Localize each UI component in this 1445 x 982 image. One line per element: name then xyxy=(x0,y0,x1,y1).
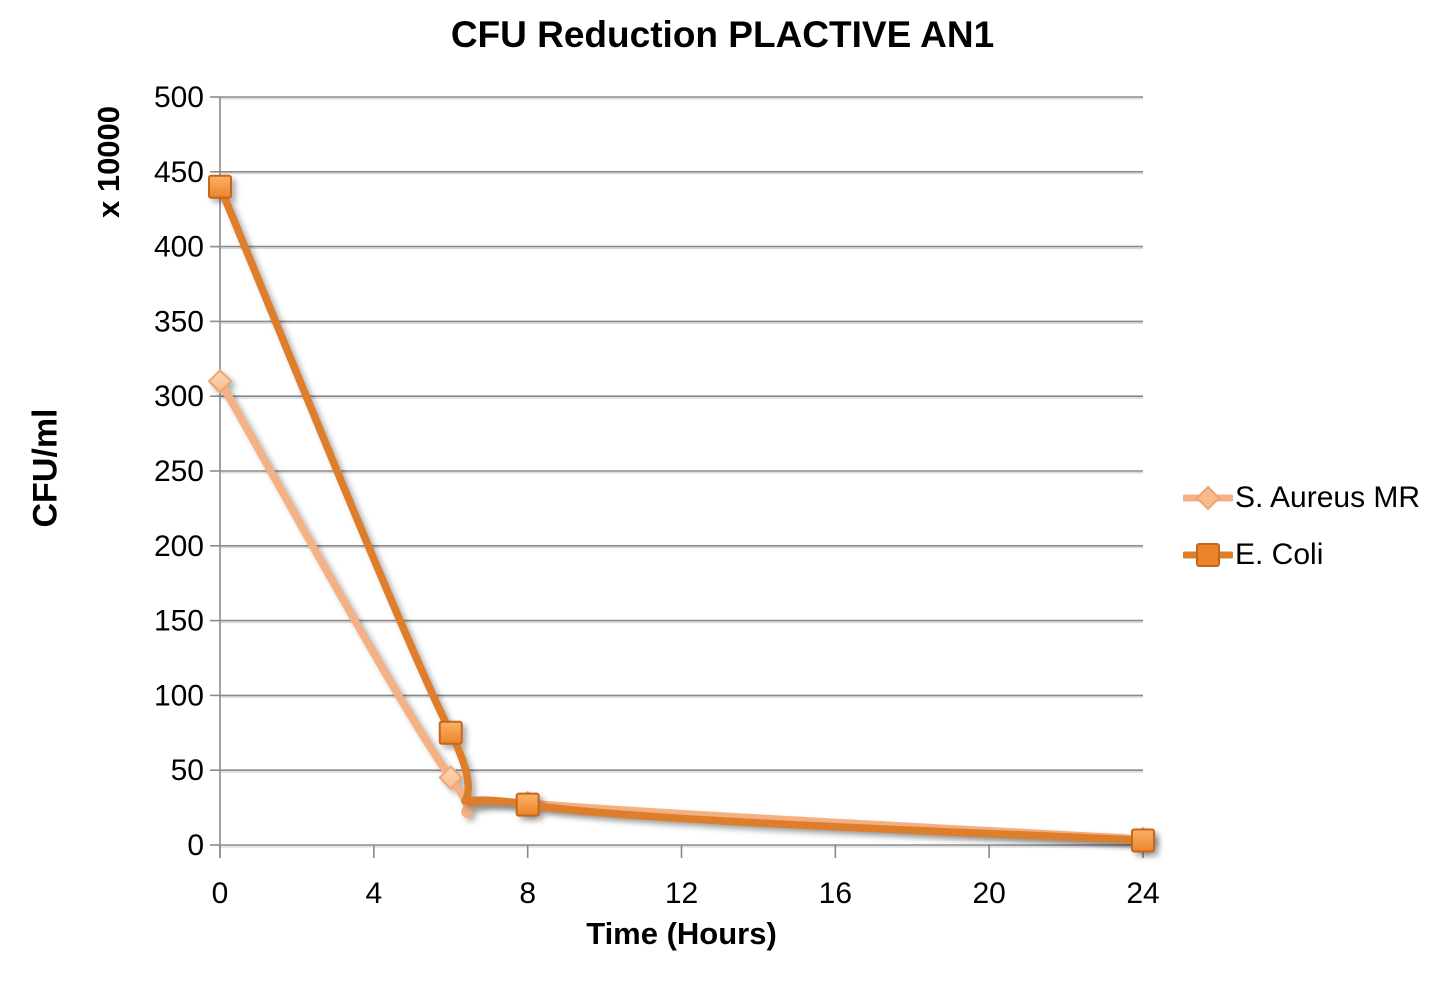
data-point-marker-e-coli xyxy=(438,720,463,745)
legend-item-e-coli: E. Coli xyxy=(1183,533,1420,577)
x-tick-label: 0 xyxy=(212,877,229,910)
legend: S. Aureus MR E. Coli xyxy=(1183,476,1420,577)
x-tick-label: 20 xyxy=(972,877,1005,910)
y-tick-label: 200 xyxy=(154,530,204,563)
series-line-e-coli xyxy=(216,183,1147,845)
y-tick-label: 500 xyxy=(154,81,204,114)
tick-labels: 0 50 100 150 200 250 300 350 400 450 500 0 4 8 12 16 20 2… xyxy=(154,81,1160,910)
data-point-marker-s-aureus-mr xyxy=(207,368,233,394)
legend-marker-square-icon xyxy=(1183,543,1233,567)
y-tick-label: 300 xyxy=(154,380,204,413)
y-tick-label: 450 xyxy=(154,156,204,189)
x-tick-label: 12 xyxy=(665,877,698,910)
x-axis-title: Time (Hours) xyxy=(586,916,777,951)
axes xyxy=(219,97,1144,858)
y-tick-label: 50 xyxy=(171,754,204,787)
x-tick-label: 4 xyxy=(365,877,382,910)
y-tick-label: 350 xyxy=(154,305,204,338)
gridlines xyxy=(210,96,1143,848)
data-point-marker-s-aureus-mr xyxy=(438,765,464,791)
y-tick-label: 100 xyxy=(154,679,204,712)
legend-marker-diamond-icon xyxy=(1183,485,1233,511)
chart-title: CFU Reduction PLACTIVE AN1 xyxy=(450,14,995,55)
y-tick-label: 0 xyxy=(187,829,204,862)
y-tick-label: 150 xyxy=(154,605,204,638)
data-point-marker-e-coli xyxy=(208,174,232,199)
legend-label: S. Aureus MR xyxy=(1235,481,1421,514)
y-tick-label: 250 xyxy=(154,455,204,488)
x-tick-label: 8 xyxy=(519,877,536,910)
legend-label: E. Coli xyxy=(1235,538,1324,571)
series-line-s-aureus-mr xyxy=(216,377,1147,843)
data-point-marker-e-coli xyxy=(515,792,540,817)
series-e-coli xyxy=(208,174,1155,853)
x-tick-label: 16 xyxy=(819,877,852,910)
y-tick-label: 400 xyxy=(154,231,204,264)
series-s-aureus-mr xyxy=(207,368,1156,852)
x-tick-label: 24 xyxy=(1126,877,1159,910)
legend-item-s-aureus-mr: S. Aureus MR xyxy=(1183,476,1420,520)
data-point-marker-e-coli xyxy=(1131,828,1155,853)
